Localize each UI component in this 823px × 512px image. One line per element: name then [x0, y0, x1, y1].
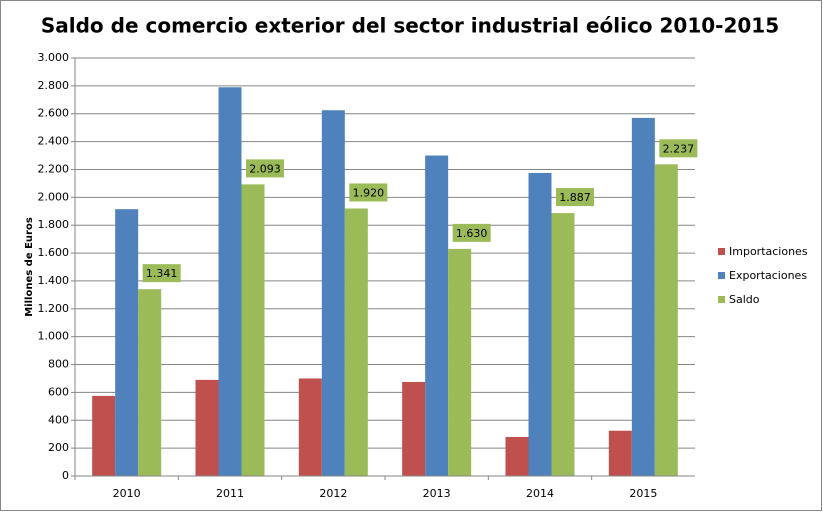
- bar: [654, 164, 678, 476]
- x-tick-label: 2015: [629, 487, 657, 500]
- x-tick-label: 2012: [319, 487, 347, 500]
- data-label: 1.630: [456, 227, 488, 240]
- y-tick-label: 3.000: [38, 51, 70, 64]
- legend-label: Importaciones: [729, 245, 808, 258]
- bar: [528, 172, 552, 476]
- legend-swatch: [718, 272, 725, 279]
- y-tick-label: 2.800: [38, 79, 70, 92]
- data-label-box: [659, 139, 698, 158]
- bar: [195, 379, 219, 476]
- legend-swatch: [718, 296, 725, 303]
- y-tick-label: 1.000: [38, 330, 70, 343]
- data-label: 1.341: [146, 267, 178, 280]
- data-label: 1.887: [559, 191, 591, 204]
- data-label-box: [452, 223, 491, 242]
- data-label: 1.920: [353, 186, 385, 199]
- y-tick-label: 2.200: [38, 162, 70, 175]
- y-axis-title: Millones de Euros: [24, 217, 35, 317]
- x-tick-label: 2013: [423, 487, 451, 500]
- y-tick-label: 600: [48, 385, 69, 398]
- data-label: 2.237: [663, 142, 695, 155]
- bar: [402, 381, 426, 476]
- bar: [608, 430, 632, 476]
- y-tick-label: 1.600: [38, 246, 70, 259]
- x-tick-label: 2010: [113, 487, 141, 500]
- y-tick-label: 0: [62, 469, 69, 482]
- bar: [298, 378, 322, 476]
- y-tick-label: 1.200: [38, 302, 70, 315]
- y-tick-label: 2.400: [38, 135, 70, 148]
- data-label: 2.093: [249, 162, 281, 175]
- y-tick-label: 2.000: [38, 190, 70, 203]
- data-label-box: [142, 264, 181, 283]
- data-label-box: [349, 183, 388, 202]
- data-label-box: [246, 159, 284, 178]
- bar: [631, 117, 655, 476]
- y-tick-label: 200: [48, 441, 69, 454]
- y-tick-label: 2.600: [38, 107, 70, 120]
- legend-label: Saldo: [729, 293, 760, 306]
- y-tick-label: 400: [48, 413, 69, 426]
- bar: [115, 209, 139, 476]
- bar: [551, 213, 575, 476]
- bar: [138, 289, 162, 476]
- chart-title: Saldo de comercio exterior del sector in…: [41, 14, 779, 38]
- bar: [425, 155, 449, 477]
- y-tick-label: 1.800: [38, 218, 70, 231]
- bar: [344, 208, 368, 477]
- bar: [218, 87, 242, 476]
- y-tick-label: 1.400: [38, 274, 70, 287]
- bar: [321, 110, 345, 476]
- bar: [505, 436, 529, 476]
- data-label-box: [556, 188, 594, 207]
- x-tick-label: 2014: [526, 487, 554, 500]
- bar: [241, 184, 265, 476]
- legend-label: Exportaciones: [729, 269, 807, 282]
- y-tick-label: 800: [48, 358, 69, 371]
- x-tick-label: 2011: [216, 487, 244, 500]
- legend-swatch: [718, 248, 725, 255]
- bar: [92, 395, 116, 476]
- bar: [448, 248, 472, 476]
